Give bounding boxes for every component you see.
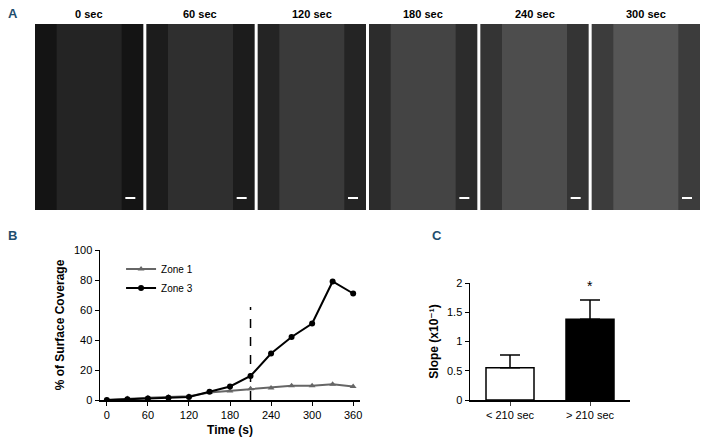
svg-text:0: 0 [456,394,462,406]
svg-text:Slope (x10⁻¹): Slope (x10⁻¹) [427,304,441,378]
svg-text:Zone 3: Zone 3 [161,283,193,294]
svg-text:60: 60 [142,409,154,421]
svg-text:80: 80 [80,274,92,286]
svg-text:A: A [8,6,18,21]
svg-text:100: 100 [74,244,92,256]
svg-text:Zone 1: Zone 1 [161,264,193,275]
svg-text:240 sec: 240 sec [515,8,555,20]
svg-text:360: 360 [344,409,362,421]
svg-text:C: C [432,228,442,243]
svg-text:1: 1 [456,335,462,347]
svg-text:> 210 sec: > 210 sec [566,409,615,421]
svg-text:60: 60 [80,304,92,316]
svg-text:300 sec: 300 sec [626,8,666,20]
svg-text:B: B [8,228,17,243]
svg-text:< 210 sec: < 210 sec [486,409,535,421]
svg-text:40: 40 [80,334,92,346]
svg-text:180 sec: 180 sec [403,8,443,20]
svg-text:1.5: 1.5 [447,306,462,318]
svg-text:120: 120 [180,409,198,421]
svg-text:0: 0 [104,409,110,421]
svg-text:*: * [587,278,593,294]
svg-text:2: 2 [456,277,462,289]
svg-text:Time (s): Time (s) [207,423,253,437]
svg-text:120 sec: 120 sec [292,8,332,20]
svg-text:300: 300 [303,409,321,421]
svg-text:0: 0 [86,394,92,406]
svg-text:240: 240 [262,409,280,421]
svg-text:% of Surface Coverage: % of Surface Coverage [53,259,67,390]
svg-text:0.5: 0.5 [447,365,462,377]
svg-text:180: 180 [221,409,239,421]
svg-text:20: 20 [80,364,92,376]
svg-text:0 sec: 0 sec [75,8,103,20]
svg-text:60 sec: 60 sec [183,8,217,20]
